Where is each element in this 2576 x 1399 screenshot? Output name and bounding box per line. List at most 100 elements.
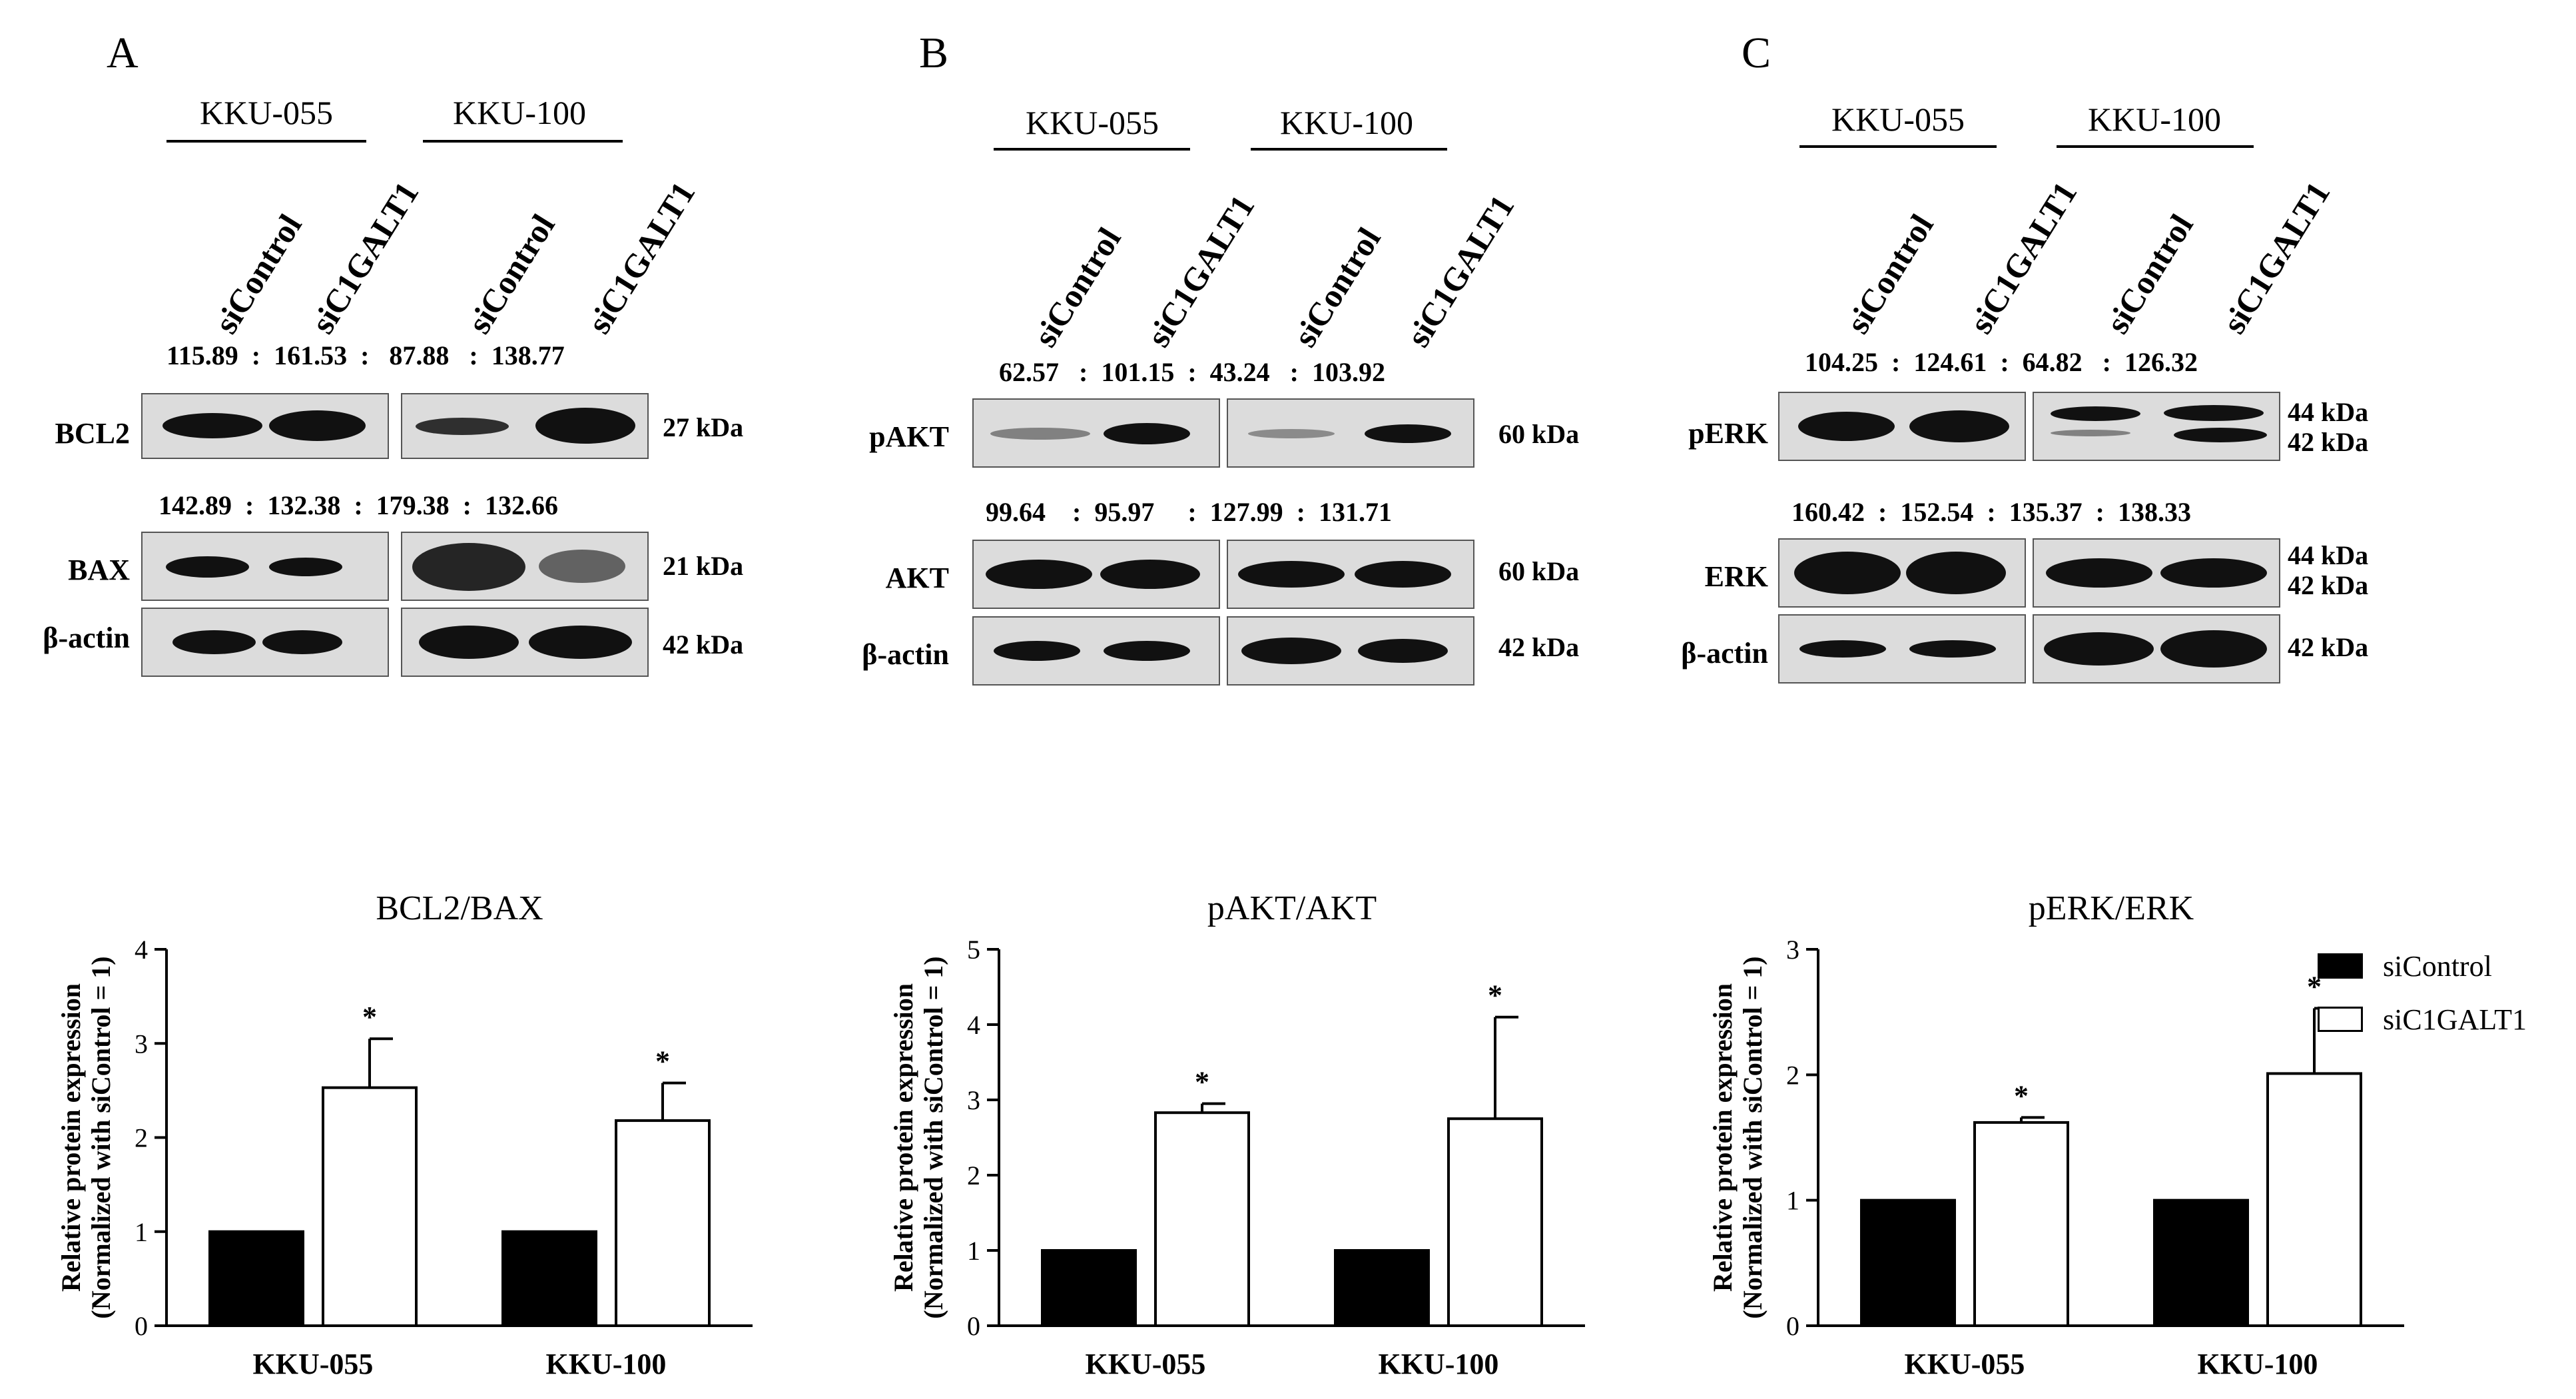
bar-sic1galt1-kku-100 bbox=[1447, 1117, 1543, 1327]
kda-marker: 42 kDa bbox=[1498, 632, 1580, 662]
quantification-row: 104.25 : 124.61 : 64.82 : 126.32 bbox=[1805, 347, 2198, 377]
y-tick-label: 0 bbox=[135, 1311, 148, 1341]
y-tick-label: 1 bbox=[967, 1236, 980, 1266]
lane-label: siC1GALT1 bbox=[2214, 175, 2338, 340]
x-tick-label: KKU-055 bbox=[1086, 1348, 1206, 1380]
bar-sic1galt1-kku-100 bbox=[615, 1119, 711, 1327]
bar-sic1galt1-kku-055 bbox=[1973, 1121, 2069, 1327]
lane-label: siControl bbox=[1285, 221, 1388, 354]
y-tick-label: 2 bbox=[1786, 1060, 1799, 1090]
blot-strip bbox=[141, 608, 389, 677]
quantification-row: 115.89 : 161.53 : 87.88 : 138.77 bbox=[166, 340, 565, 370]
blot-strip bbox=[1778, 614, 2026, 684]
blot-strip bbox=[1227, 398, 1474, 468]
kda-marker: 42 kDa bbox=[2288, 427, 2369, 457]
blot-strip bbox=[1227, 540, 1474, 609]
legend-swatch-sic1galt1 bbox=[2318, 1007, 2363, 1032]
bar-sic1galt1-kku-100 bbox=[2266, 1072, 2362, 1327]
protein-label: pERK bbox=[1688, 417, 1768, 450]
lane-label: siC1GALT1 bbox=[1139, 188, 1262, 354]
cell-line-label: KKU-055 bbox=[200, 94, 333, 131]
legend-item: siC1GALT1 bbox=[2318, 1003, 2527, 1036]
quantification-row: 160.42 : 152.54 : 135.37 : 138.33 bbox=[1791, 497, 2191, 527]
protein-label: BCL2 bbox=[55, 417, 130, 450]
protein-label: BAX bbox=[68, 554, 130, 586]
bar-sicontrol-kku-055 bbox=[208, 1230, 304, 1327]
cell-line-underline bbox=[166, 140, 366, 143]
kda-marker: 27 kDa bbox=[663, 412, 744, 442]
cell-line-underline bbox=[423, 140, 623, 143]
lane-label: siControl bbox=[1026, 221, 1128, 354]
x-tick-label: KKU-055 bbox=[1905, 1348, 2025, 1380]
lane-label: siControl bbox=[1838, 207, 1941, 340]
cell-line-label: KKU-100 bbox=[1280, 104, 1413, 141]
legend-item: siControl bbox=[2318, 949, 2492, 983]
kda-marker: 42 kDa bbox=[2288, 632, 2369, 662]
bar-chart-perk-erk: pERK/ERK 0 1 2 3 Relative protein expression(… bbox=[1708, 889, 2404, 1380]
bar-chart-bcl2-bax: BCL2/BAX 0 1 2 3 4 Relative protein expression… bbox=[56, 889, 753, 1380]
y-tick-label: 3 bbox=[1786, 935, 1799, 965]
bar-sicontrol-kku-100 bbox=[2153, 1198, 2249, 1327]
kda-marker: 42 kDa bbox=[663, 630, 744, 660]
y-axis-label: Relative protein expression bbox=[888, 983, 918, 1292]
blot-strip bbox=[141, 532, 389, 601]
kda-marker: 60 kDa bbox=[1498, 556, 1580, 586]
lane-label: siControl bbox=[460, 207, 562, 340]
lane-label: siC1GALT1 bbox=[303, 175, 426, 340]
y-axis-label: (Normalized with siControl = 1) bbox=[918, 956, 948, 1318]
lane-label: siC1GALT1 bbox=[1961, 175, 2085, 340]
significance-marker: * bbox=[1195, 1066, 1209, 1099]
blot-strip bbox=[1227, 616, 1474, 686]
cell-line-label: KKU-055 bbox=[1831, 101, 1965, 138]
bar-sicontrol-kku-055 bbox=[1860, 1198, 1956, 1327]
y-tick-label: 1 bbox=[1786, 1186, 1799, 1216]
lane-label: siC1GALT1 bbox=[1399, 188, 1522, 354]
blot-strip bbox=[2033, 392, 2280, 461]
blot-strip bbox=[141, 393, 389, 459]
x-tick-label: KKU-055 bbox=[253, 1348, 374, 1380]
bar-sic1galt1-kku-055 bbox=[322, 1086, 418, 1327]
quantification-row: 62.57 : 101.15 : 43.24 : 103.92 bbox=[999, 357, 1385, 387]
y-tick-label: 0 bbox=[967, 1311, 980, 1341]
panel-label: B bbox=[919, 29, 949, 77]
cell-line-underline bbox=[1799, 145, 1997, 148]
chart-title: pERK/ERK bbox=[2029, 889, 2194, 927]
protein-label: pAKT bbox=[869, 420, 949, 453]
protein-label: AKT bbox=[885, 562, 949, 594]
significance-marker: * bbox=[2014, 1079, 2029, 1112]
blot-strip bbox=[972, 540, 1220, 609]
protein-label: β-actin bbox=[1681, 637, 1768, 670]
bar-sicontrol-kku-100 bbox=[1334, 1249, 1430, 1327]
cell-line-label: KKU-100 bbox=[453, 94, 586, 131]
kda-marker: 44 kDa bbox=[2288, 540, 2369, 570]
quantification-row: 142.89 : 132.38 : 179.38 : 132.66 bbox=[159, 490, 558, 520]
blot-strip bbox=[401, 532, 649, 601]
legend-label: siControl bbox=[2383, 949, 2492, 983]
bar-sic1galt1-kku-055 bbox=[1154, 1111, 1250, 1327]
cell-line-underline bbox=[994, 148, 1190, 151]
blot-strip bbox=[1778, 538, 2026, 608]
x-tick-label: KKU-100 bbox=[1379, 1348, 1499, 1380]
legend: siControl siC1GALT1 bbox=[2318, 949, 2557, 1043]
blot-strip bbox=[2033, 538, 2280, 608]
chart-title: pAKT/AKT bbox=[1207, 889, 1377, 927]
lane-label: siControl bbox=[206, 207, 309, 340]
x-tick-label: KKU-100 bbox=[2198, 1348, 2318, 1380]
bar-chart-pakt-akt: pAKT/AKT 0 1 2 3 4 5 Relative protein expressio… bbox=[888, 889, 1585, 1380]
y-axis-label: (Normalized with siControl = 1) bbox=[1738, 956, 1768, 1318]
x-tick-label: KKU-100 bbox=[546, 1348, 667, 1380]
protein-label: β-actin bbox=[43, 622, 130, 654]
blot-strip bbox=[972, 616, 1220, 686]
kda-marker: 60 kDa bbox=[1498, 419, 1580, 449]
significance-marker: * bbox=[362, 1001, 377, 1033]
protein-label: β-actin bbox=[862, 638, 949, 671]
blot-strip bbox=[972, 398, 1220, 468]
y-axis-label: Relative protein expression bbox=[1708, 983, 1738, 1292]
y-tick-label: 2 bbox=[135, 1123, 148, 1153]
panel-label: C bbox=[1742, 29, 1771, 77]
blot-strip bbox=[1778, 392, 2026, 461]
lane-label: siControl bbox=[2098, 207, 2200, 340]
panel-c: C KKU-055 KKU-100 siControl siC1GALT1 si… bbox=[1652, 0, 2491, 1399]
panel-a: A KKU-055 KKU-100 siControl siC1GALT1 si… bbox=[0, 0, 839, 1399]
legend-swatch-sicontrol bbox=[2318, 953, 2363, 979]
